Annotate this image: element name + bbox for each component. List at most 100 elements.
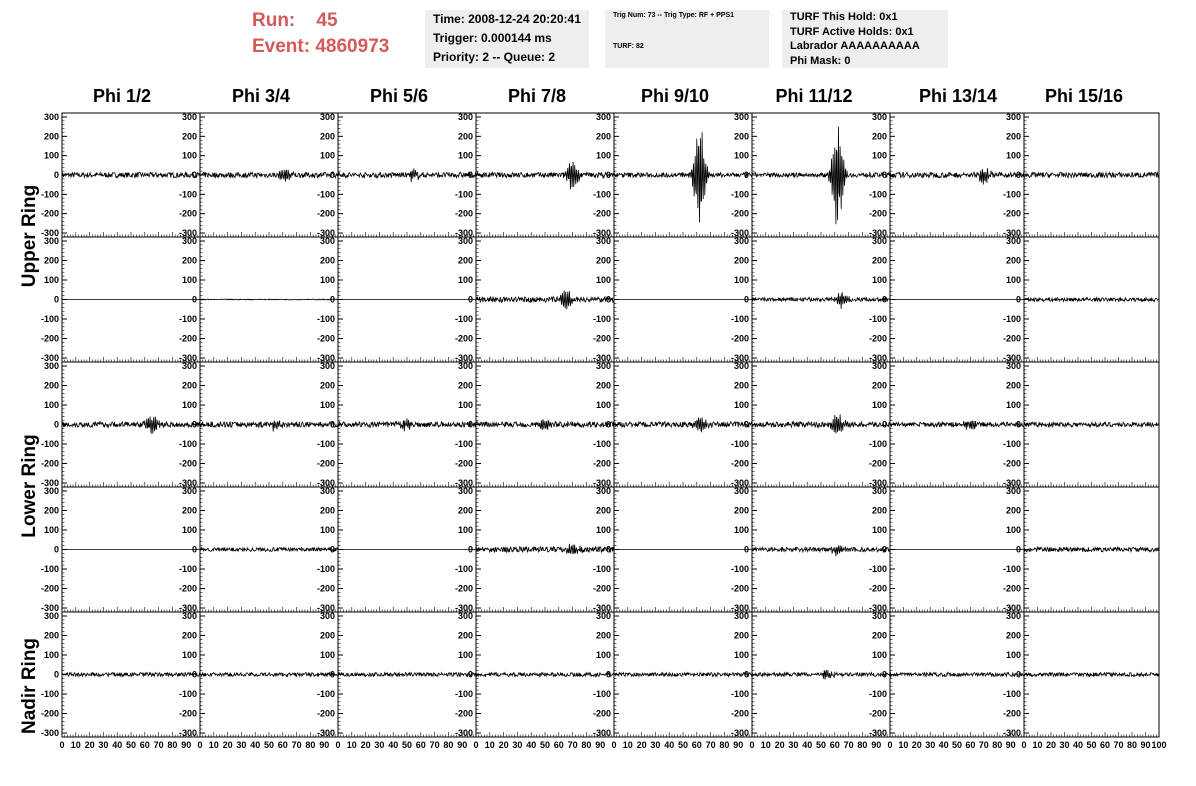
y-tick-label: 100: [320, 650, 335, 660]
x-tick-label: 0: [1021, 740, 1026, 750]
phi-mask-text: Phi Mask: 0: [790, 54, 851, 67]
y-tick-label: 200: [320, 506, 335, 516]
y-tick-label: 0: [744, 545, 749, 555]
x-tick-label: 90: [181, 740, 191, 750]
waveform-trace: [751, 669, 891, 680]
y-tick-label: 200: [596, 631, 611, 641]
y-tick-label: 100: [1006, 400, 1021, 410]
y-tick-label: -300: [179, 478, 197, 488]
waveform-trace: [61, 671, 201, 678]
y-tick-label: 200: [182, 131, 197, 141]
y-tick-label: 300: [320, 361, 335, 371]
y-tick-label: -300: [317, 603, 335, 613]
waveform-trace: [613, 671, 753, 678]
y-tick-label: -100: [41, 314, 59, 324]
y-tick-label: 200: [1006, 131, 1021, 141]
y-tick-label: 100: [320, 151, 335, 161]
y-tick-label: 300: [182, 236, 197, 246]
y-tick-label: -300: [179, 228, 197, 238]
x-tick-label: 60: [140, 740, 150, 750]
y-tick-label: -200: [317, 709, 335, 719]
y-tick-label: 100: [734, 525, 749, 535]
y-tick-label: 100: [872, 650, 887, 660]
x-tick-label: 30: [374, 740, 384, 750]
y-tick-label: -200: [593, 584, 611, 594]
x-tick-label: 70: [1113, 740, 1123, 750]
x-tick-label: 10: [623, 740, 633, 750]
y-tick-label: 300: [458, 361, 473, 371]
y-tick-label: -300: [869, 478, 887, 488]
y-tick-label: 0: [192, 295, 197, 305]
event-label: Event:: [252, 36, 311, 57]
x-tick-label: 90: [733, 740, 743, 750]
y-tick-label: 200: [596, 256, 611, 266]
y-tick-label: -100: [869, 564, 887, 574]
y-tick-label: -300: [593, 228, 611, 238]
x-tick-label: 30: [98, 740, 108, 750]
y-tick-label: -200: [1003, 334, 1021, 344]
y-tick-label: 0: [468, 545, 473, 555]
x-tick-label: 20: [912, 740, 922, 750]
y-tick-label: 200: [1006, 381, 1021, 391]
waveform-trace: [338, 418, 477, 432]
y-tick-label: -100: [1003, 564, 1021, 574]
y-tick-label: -300: [869, 603, 887, 613]
y-tick-label: 300: [734, 361, 749, 371]
y-tick-label: -300: [731, 353, 749, 363]
x-tick-label: 10: [898, 740, 908, 750]
y-tick-label: -200: [731, 584, 749, 594]
y-tick-label: -300: [593, 353, 611, 363]
y-tick-label: -100: [455, 314, 473, 324]
x-tick-label: 50: [264, 740, 274, 750]
y-tick-label: 0: [1016, 545, 1021, 555]
x-tick-label: 60: [278, 740, 288, 750]
y-tick-label: 100: [320, 525, 335, 535]
y-tick-label: 200: [734, 381, 749, 391]
waveform-trace: [475, 419, 615, 431]
x-tick-label: 20: [1046, 740, 1056, 750]
waveform-trace: [337, 168, 477, 183]
x-tick-label: 10: [209, 740, 219, 750]
x-tick-label: 90: [319, 740, 329, 750]
x-tick-label: 70: [154, 740, 164, 750]
y-tick-label: 200: [458, 131, 473, 141]
y-tick-label: -200: [41, 584, 59, 594]
y-tick-label: 200: [320, 381, 335, 391]
x-tick-label: 80: [857, 740, 867, 750]
y-tick-label: 100: [734, 400, 749, 410]
y-tick-label: -300: [455, 728, 473, 738]
x-tick-label: 0: [59, 740, 64, 750]
y-tick-label: 300: [44, 611, 59, 621]
y-tick-label: 300: [596, 236, 611, 246]
x-tick-label: 60: [1100, 740, 1110, 750]
y-tick-label: -200: [41, 334, 59, 344]
y-tick-label: 100: [182, 525, 197, 535]
waveform-trace: [751, 291, 891, 309]
waveform-trace: [199, 546, 339, 553]
x-tick-label: 20: [85, 740, 95, 750]
y-tick-label: 300: [458, 112, 473, 122]
run-value: 45: [316, 10, 338, 31]
y-tick-label: 0: [54, 295, 59, 305]
y-tick-label: 300: [320, 611, 335, 621]
y-tick-label: 300: [872, 236, 887, 246]
y-tick-label: -200: [179, 709, 197, 719]
y-tick-label: 100: [872, 400, 887, 410]
y-tick-label: -100: [179, 189, 197, 199]
y-tick-label: -100: [179, 689, 197, 699]
col-header-phi-7-8: Phi 7/8: [507, 86, 567, 106]
x-tick-label: 40: [526, 740, 536, 750]
y-tick-label: 100: [872, 275, 887, 285]
y-tick-label: 300: [458, 611, 473, 621]
y-tick-label: -300: [869, 728, 887, 738]
time-info-box: Time: 2008-12-24 20:20:41 Trigger: 0.000…: [425, 10, 589, 68]
y-tick-label: 100: [596, 525, 611, 535]
waveform-trace: [1023, 545, 1160, 554]
x-tick-label: 30: [650, 740, 660, 750]
y-tick-label: 200: [320, 631, 335, 641]
waveform-trace: [61, 416, 201, 434]
time-text: Time: 2008-12-24 20:20:41: [433, 12, 581, 26]
y-tick-label: 300: [734, 236, 749, 246]
trig-num-text: Trig Num: 73 -- Trig Type: RF + PPS1: [613, 12, 735, 19]
y-tick-label: -100: [1003, 439, 1021, 449]
